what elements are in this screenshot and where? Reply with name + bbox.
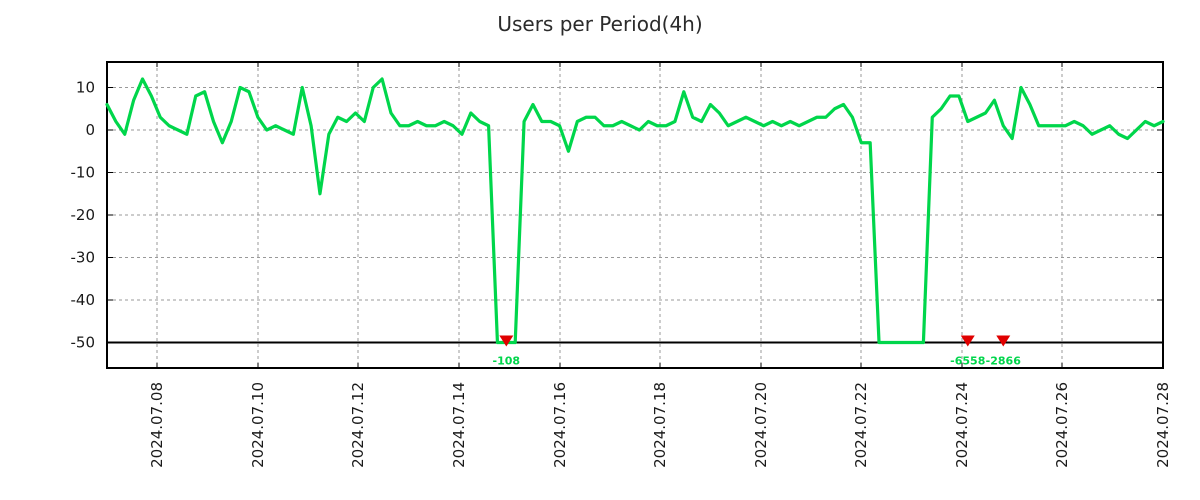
down-triangle-icon (960, 335, 975, 347)
xtick-label-2024.07.10: 2024.07.10 (249, 382, 267, 468)
ytick-label-10: 10 (76, 79, 95, 97)
down-triangle-icon (499, 335, 514, 347)
xtick-label-2024.07.20: 2024.07.20 (752, 382, 770, 468)
xtick-label-2024.07.28: 2024.07.28 (1154, 382, 1172, 468)
annotation-marker-0 (499, 335, 514, 347)
data-line-series-0 (105, 77, 1165, 345)
ytick-label-0: 0 (85, 121, 95, 139)
xtick-label-2024.07.16: 2024.07.16 (551, 382, 569, 468)
down-triangle-icon (996, 335, 1011, 347)
annotation-marker-1 (960, 335, 975, 347)
xtick-label-2024.07.22: 2024.07.22 (852, 382, 870, 468)
annotation-label-1: -6558 (950, 355, 985, 368)
annotation-label-0: -108 (493, 355, 521, 368)
xtick-label-2024.07.14: 2024.07.14 (450, 382, 468, 468)
chart-title: Users per Period(4h) (497, 12, 703, 36)
ytick-label--30: -30 (71, 249, 96, 267)
annotation-marker-2 (996, 335, 1011, 347)
xtick-label-2024.07.26: 2024.07.26 (1053, 382, 1071, 468)
ytick-label--10: -10 (71, 164, 96, 182)
ytick-label--40: -40 (71, 291, 96, 309)
ytick-label--50: -50 (71, 334, 96, 352)
xtick-label-2024.07.12: 2024.07.12 (349, 382, 367, 468)
annotation-label-2: -2866 (986, 355, 1022, 368)
xtick-label-2024.07.08: 2024.07.08 (148, 382, 166, 468)
xtick-label-2024.07.24: 2024.07.24 (953, 382, 971, 468)
ytick-label--20: -20 (71, 206, 96, 224)
xtick-label-2024.07.18: 2024.07.18 (651, 382, 669, 468)
